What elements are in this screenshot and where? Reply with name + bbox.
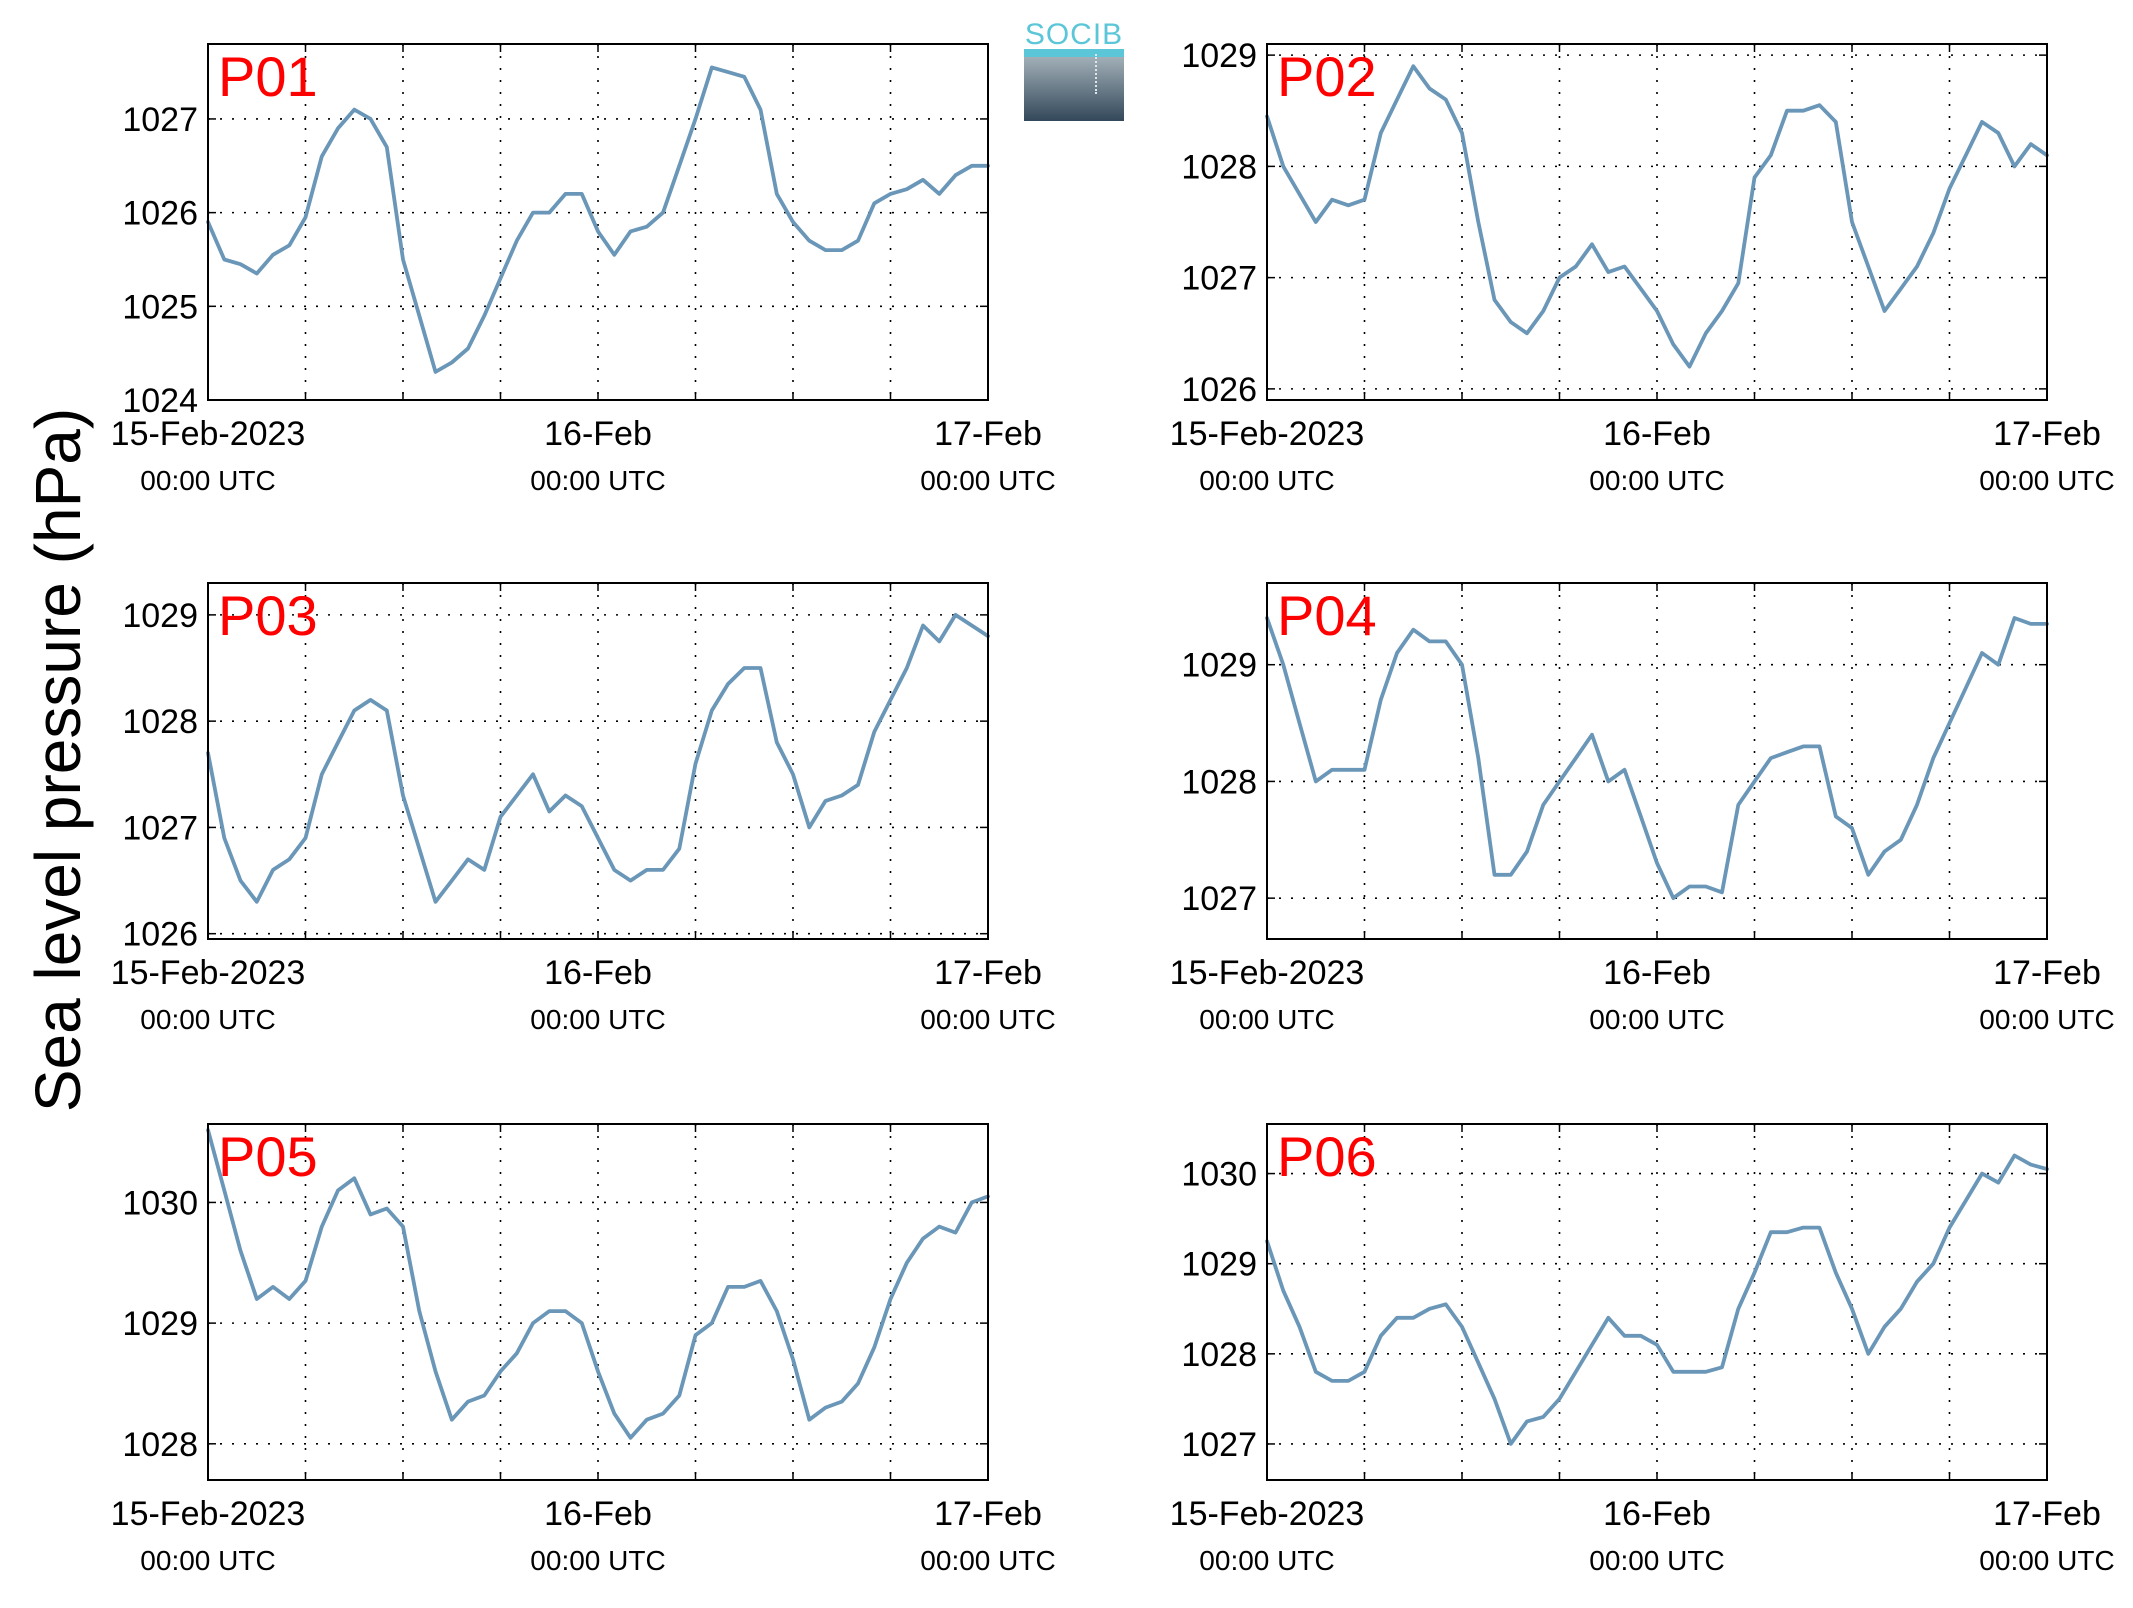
y-tick-label: 1027 (1181, 1426, 1257, 1464)
x-tick-sublabel: 00:00 UTC (530, 465, 665, 496)
logo-dotted-line (1095, 54, 1097, 94)
x-tick-sublabel: 00:00 UTC (1199, 465, 1334, 496)
x-tick-sublabel: 00:00 UTC (920, 465, 1055, 496)
panel-p04: 1027 1028 1029 15-Feb-2023 00:00 UTC 16-Feb 00… (1170, 582, 2115, 1035)
x-tick-label: 17-Feb (1993, 954, 2101, 992)
y-tick-label: 1028 (122, 703, 198, 741)
x-tick-label: 17-Feb (934, 415, 1042, 453)
y-tick-label: 1027 (122, 809, 198, 847)
series-line (206, 613, 990, 904)
x-tick-sublabel: 00:00 UTC (140, 1004, 275, 1035)
y-tick-label: 1024 (122, 382, 198, 420)
axes-frame (207, 582, 989, 940)
y-tick-label: 1026 (1181, 371, 1257, 409)
y-tick-label: 1026 (122, 916, 198, 954)
y-tick-label: 1029 (122, 1305, 198, 1343)
x-tick-label: 15-Feb-2023 (111, 1495, 306, 1533)
y-tick-label: 1027 (1181, 880, 1257, 918)
x-tick-sublabel: 00:00 UTC (530, 1004, 665, 1035)
y-tick-label: 1025 (122, 288, 198, 326)
x-tick-sublabel: 00:00 UTC (140, 1545, 275, 1576)
x-tick-label: 17-Feb (1993, 1495, 2101, 1533)
x-tick-sublabel: 00:00 UTC (1589, 465, 1724, 496)
x-tick-label: 16-Feb (544, 415, 652, 453)
x-tick-label: 16-Feb (544, 954, 652, 992)
series-line (1265, 1153, 2049, 1446)
panel-label: P02 (1277, 45, 1377, 108)
series-line (206, 1128, 990, 1440)
axes-frame (1266, 582, 2048, 940)
y-tick-label: 1028 (122, 1426, 198, 1464)
panel-p06: 1027 1028 1029 1030 15-Feb-2023 00:00 UTC 16-F… (1170, 1123, 2115, 1576)
y-tick-label: 1029 (122, 597, 198, 635)
axes-frame (207, 43, 989, 401)
x-tick-sublabel: 00:00 UTC (1199, 1545, 1334, 1576)
y-tick-label: 1028 (1181, 148, 1257, 186)
series-line (1265, 616, 2049, 900)
y-tick-label: 1028 (1181, 763, 1257, 801)
x-tick-label: 16-Feb (544, 1495, 652, 1533)
x-tick-label: 17-Feb (934, 954, 1042, 992)
x-tick-label: 17-Feb (1993, 415, 2101, 453)
panel-label: P01 (218, 45, 318, 108)
x-tick-sublabel: 00:00 UTC (920, 1004, 1055, 1035)
logo-wave (1024, 49, 1124, 57)
y-tick-label: 1028 (1181, 1336, 1257, 1374)
panel-p02: 1026 1027 1028 1029 15-Feb-2023 00:00 UTC 16-F… (1170, 37, 2115, 496)
panel-p05: 1028 1029 1030 15-Feb-2023 00:00 UTC 16-Feb 00… (111, 1123, 1056, 1576)
series-line (1265, 64, 2049, 369)
x-tick-label: 15-Feb-2023 (1170, 1495, 1365, 1533)
panel-label: P03 (218, 584, 318, 647)
y-tick-label: 1027 (122, 101, 198, 139)
x-tick-sublabel: 00:00 UTC (920, 1545, 1055, 1576)
y-axis-label: Sea level pressure (hPa) (22, 407, 94, 1113)
y-tick-label: 1030 (1181, 1156, 1257, 1194)
panel-label: P05 (218, 1125, 318, 1188)
axes-frame (207, 1123, 989, 1481)
panel-label: P06 (1277, 1125, 1377, 1188)
axes-frame (1266, 1123, 2048, 1481)
x-tick-label: 15-Feb-2023 (1170, 415, 1365, 453)
x-tick-label: 17-Feb (934, 1495, 1042, 1533)
panel-p01: 1024 1025 1026 1027 15-Feb-2023 00:00 UTC 16-F… (111, 43, 1056, 496)
x-tick-sublabel: 00:00 UTC (530, 1545, 665, 1576)
x-tick-label: 15-Feb-2023 (111, 415, 306, 453)
logo-text: SOCIB (1024, 18, 1124, 51)
y-tick-label: 1026 (122, 195, 198, 233)
x-tick-label: 16-Feb (1603, 415, 1711, 453)
x-tick-sublabel: 00:00 UTC (1589, 1004, 1724, 1035)
x-tick-label: 16-Feb (1603, 954, 1711, 992)
y-tick-label: 1029 (1181, 37, 1257, 75)
x-tick-label: 15-Feb-2023 (1170, 954, 1365, 992)
socib-logo: SOCIB (1024, 18, 1124, 121)
y-tick-label: 1029 (1181, 647, 1257, 685)
panel-p03: 1026 1027 1028 1029 15-Feb-2023 00:00 UTC 16-F… (111, 582, 1056, 1035)
series-line (206, 65, 990, 374)
x-tick-sublabel: 00:00 UTC (1979, 465, 2114, 496)
x-tick-sublabel: 00:00 UTC (1979, 1545, 2114, 1576)
y-tick-label: 1029 (1181, 1246, 1257, 1284)
logo-graphic (1024, 54, 1124, 121)
x-tick-sublabel: 00:00 UTC (140, 465, 275, 496)
x-tick-label: 15-Feb-2023 (111, 954, 306, 992)
panel-label: P04 (1277, 584, 1377, 647)
y-tick-label: 1027 (1181, 260, 1257, 298)
x-tick-label: 16-Feb (1603, 1495, 1711, 1533)
x-tick-sublabel: 00:00 UTC (1589, 1545, 1724, 1576)
x-tick-sublabel: 00:00 UTC (1979, 1004, 2114, 1035)
y-tick-label: 1030 (122, 1184, 198, 1222)
x-tick-sublabel: 00:00 UTC (1199, 1004, 1334, 1035)
axes-frame (1266, 43, 2048, 401)
